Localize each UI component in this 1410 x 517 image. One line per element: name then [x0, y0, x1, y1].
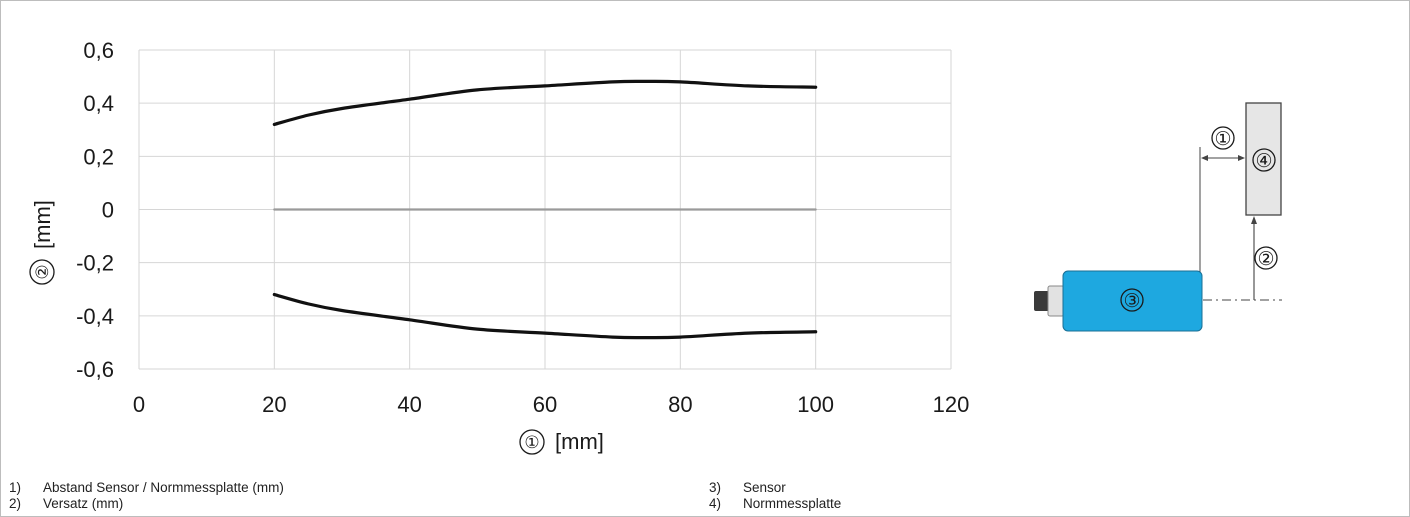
- y-tick-label: 0,4: [83, 91, 114, 116]
- y-tick-label: 0,6: [83, 38, 114, 63]
- series-line-lower: [272, 292, 818, 340]
- y-tick-label: -0,6: [76, 357, 114, 382]
- y-tick-label: -0,4: [76, 304, 114, 329]
- x-tick-label: 40: [397, 392, 421, 417]
- tick-labels: 0 20 40 60 80 100 120 0,6 0,4 0,2 0 -0,2 -0,4 -0,6: [76, 38, 969, 417]
- x-tick-label: 100: [797, 392, 834, 417]
- legend-item-text: Sensor: [743, 480, 786, 495]
- x-tick-label: 0: [133, 392, 145, 417]
- legend-item-text: Versatz (mm): [43, 496, 124, 511]
- legend-item: 1) Abstand Sensor / Normmessplatte (mm): [9, 480, 284, 496]
- grid-lines: [138, 49, 952, 370]
- series-line-upper: [272, 79, 818, 127]
- y-tick-label: 0,2: [83, 144, 114, 169]
- legend-right: 3) Sensor 4) Normmessplatte: [709, 480, 841, 512]
- legend-item-number: 3): [709, 480, 722, 495]
- legend-item-number: 2): [9, 496, 22, 511]
- y-axis-title-number: ②: [33, 264, 52, 279]
- legend-item: 2) Versatz (mm): [9, 496, 284, 512]
- y-tick-label: -0,2: [76, 251, 114, 276]
- y-axis-title-unit: [mm]: [30, 200, 55, 249]
- legend-item-text: Abstand Sensor / Normmessplatte (mm): [43, 480, 284, 495]
- x-tick-label: 80: [668, 392, 692, 417]
- offset-chart: 0 20 40 60 80 100 120 0,6 0,4 0,2 0 -0,2 -0,4 -0,6 ① …: [29, 38, 969, 455]
- x-tick-label: 20: [262, 392, 286, 417]
- x-tick-label: 120: [933, 392, 970, 417]
- legend-item-number: 4): [709, 496, 722, 511]
- x-tick-label: 60: [533, 392, 557, 417]
- series-lines: [272, 79, 818, 340]
- legend-item: 4) Normmessplatte: [709, 496, 841, 512]
- legend-item-text: Normmessplatte: [743, 496, 842, 511]
- x-axis-title-unit: [mm]: [555, 429, 604, 454]
- y-axis-title: ② [mm]: [29, 200, 55, 285]
- x-axis-title-number: ①: [524, 433, 539, 452]
- legend-item: 3) Sensor: [709, 480, 841, 496]
- y-tick-label: 0: [102, 198, 114, 223]
- x-axis-title: ① [mm]: [519, 429, 604, 455]
- legend-left: 1) Abstand Sensor / Normmessplatte (mm) …: [9, 480, 284, 512]
- legend-item-number: 1): [9, 480, 22, 495]
